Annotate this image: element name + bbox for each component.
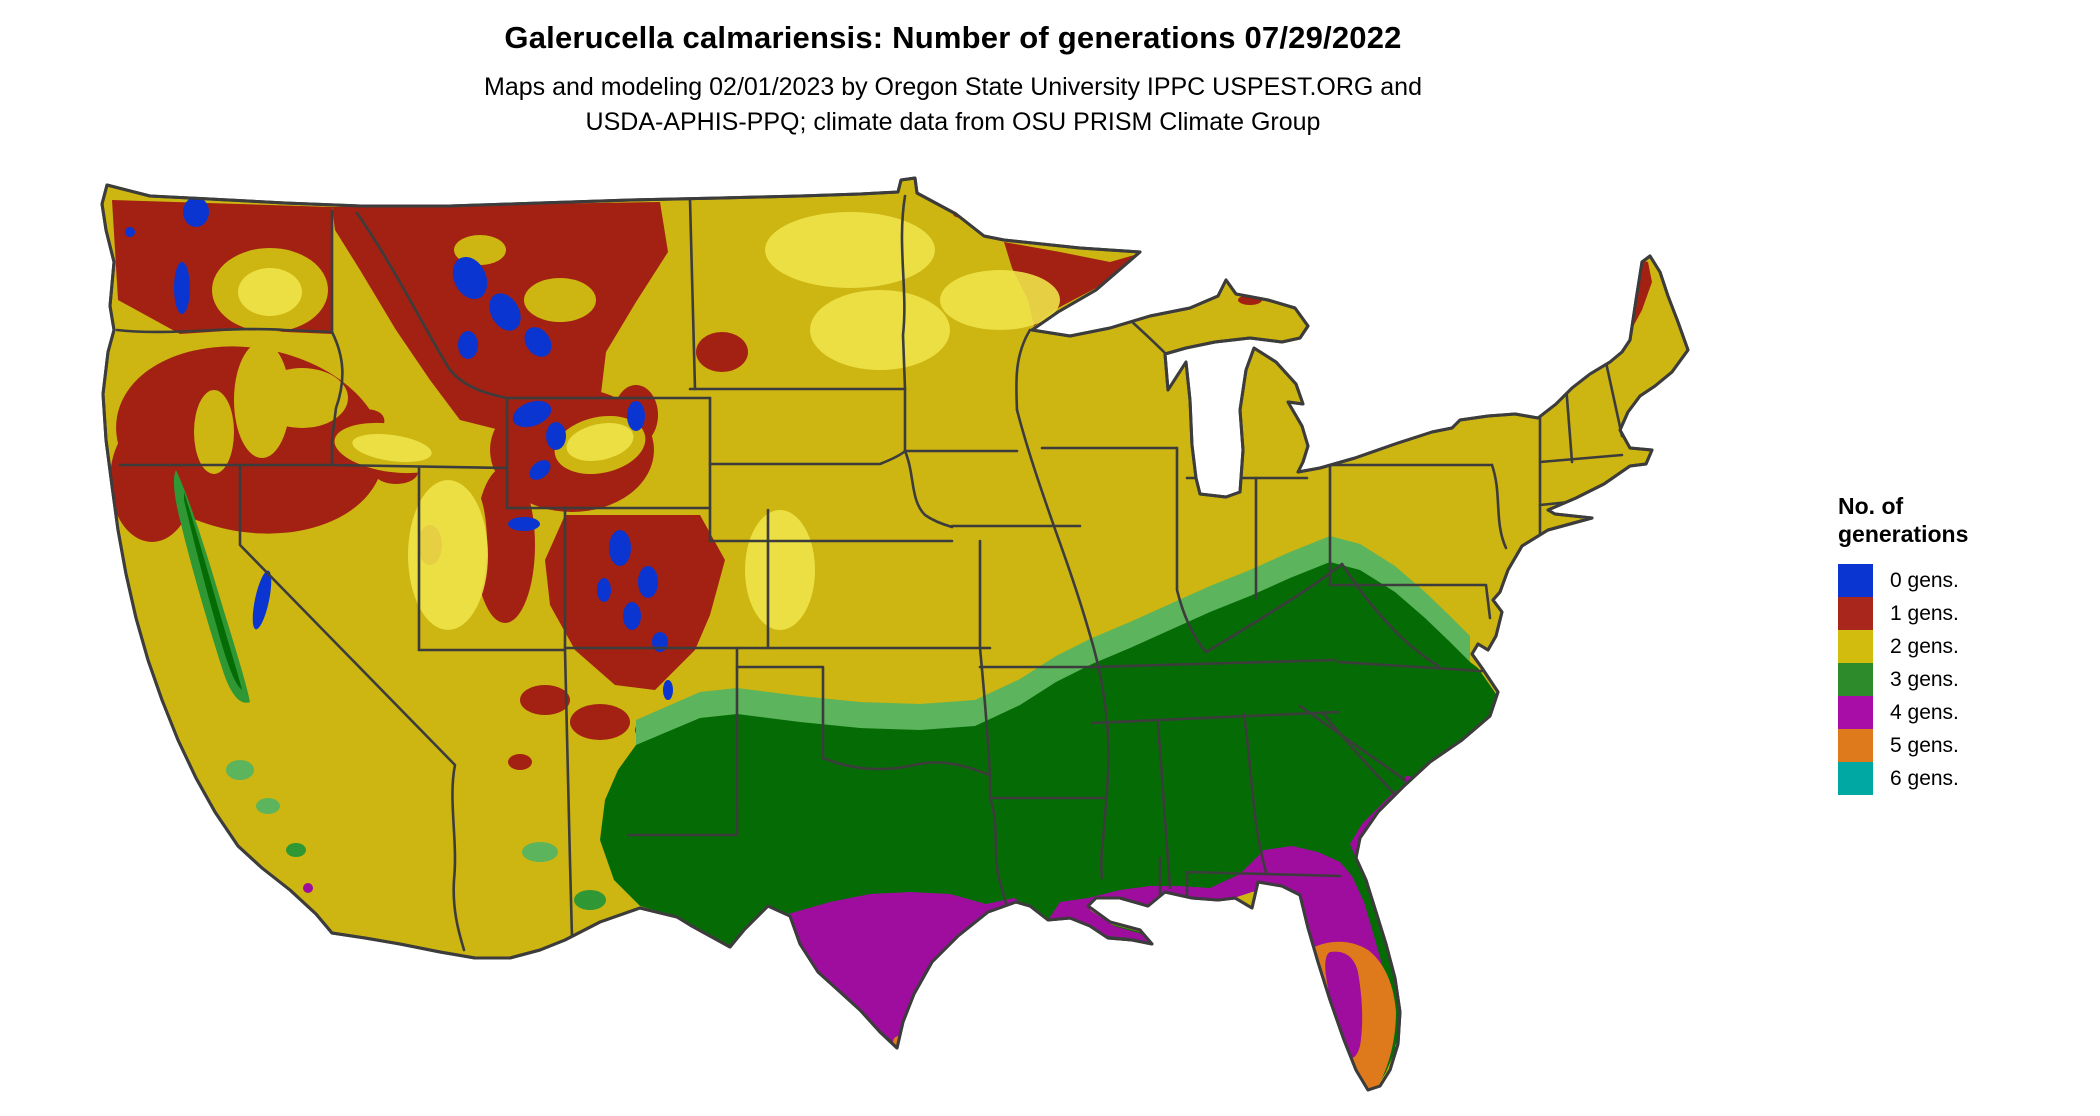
- legend-items: 0 gens. 1 gens. 2 gens. 3 gens. 4 gens. 5 gen…: [1838, 564, 1968, 795]
- legend-swatch: [1838, 729, 1873, 762]
- legend-title-line2: generations: [1838, 521, 1969, 547]
- legend-item: 2 gens.: [1838, 630, 1968, 663]
- legend-item-label: 4 gens.: [1890, 700, 1959, 724]
- state-borders: [115, 194, 1624, 952]
- legend-swatch: [1838, 630, 1873, 663]
- legend-title-line1: No. of: [1838, 493, 1904, 519]
- legend-item-label: 1 gens.: [1890, 601, 1959, 625]
- legend-item-label: 3 gens.: [1890, 667, 1959, 691]
- map-subtitle-line2: USDA-APHIS-PPQ; climate data from OSU PR…: [585, 108, 1321, 136]
- map-header: Galerucella calmariensis: Number of gene…: [0, 20, 1906, 140]
- region-0-gens: [125, 197, 673, 700]
- legend-swatch: [1838, 597, 1873, 630]
- legend-swatch: [1838, 696, 1873, 729]
- legend-item: 4 gens.: [1838, 696, 1968, 729]
- legend-item: 3 gens.: [1838, 663, 1968, 696]
- legend: No. of generations 0 gens. 1 gens. 2 gens.…: [1838, 492, 1968, 795]
- region-2-gens-light: [238, 212, 1060, 630]
- legend-swatch: [1838, 762, 1873, 795]
- legend-item-label: 5 gens.: [1890, 733, 1959, 757]
- legend-swatch: [1838, 564, 1873, 597]
- legend-title: No. of generations: [1838, 492, 1968, 548]
- legend-item-label: 6 gens.: [1890, 766, 1959, 790]
- legend-swatch: [1838, 663, 1873, 696]
- legend-item: 0 gens.: [1838, 564, 1968, 597]
- legend-item: 6 gens.: [1838, 762, 1968, 795]
- legend-item: 5 gens.: [1838, 729, 1968, 762]
- legend-item-label: 2 gens.: [1890, 634, 1959, 658]
- region-5-gens: [893, 941, 1396, 1090]
- legend-item-label: 0 gens.: [1890, 568, 1959, 592]
- coastline: [100, 176, 1690, 1092]
- page-title: Galerucella calmariensis: Number of gene…: [504, 20, 1402, 55]
- legend-item: 1 gens.: [1838, 597, 1968, 630]
- map-subtitle-line1: Maps and modeling 02/01/2023 by Oregon S…: [484, 73, 1422, 101]
